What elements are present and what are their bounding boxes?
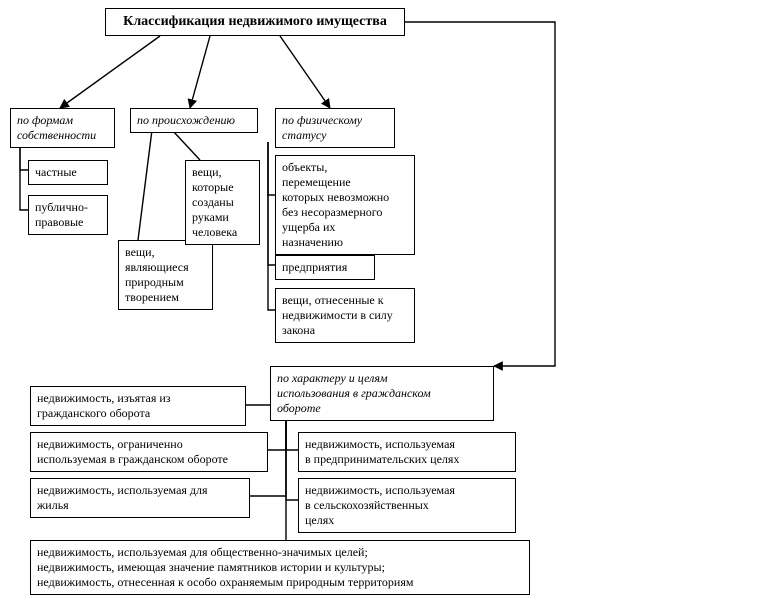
node-b3i2: предприятия (275, 255, 375, 280)
node-b2i2: вещи, которые созданы руками человека (185, 160, 260, 245)
node-b4: по характеру и целям использования в гра… (270, 366, 494, 421)
node-b4l3: недвижимость, используемая для жилья (30, 478, 250, 518)
node-b4b1: недвижимость, используемая для обществен… (30, 540, 530, 595)
diagram-stage: Классификация недвижимого имущества по фо… (0, 0, 768, 614)
node-b1i2: публично- правовые (28, 195, 108, 235)
node-b1: по формам собственности (10, 108, 115, 148)
node-b2i1: вещи, являющиеся природным творением (118, 240, 213, 310)
node-b2: по происхождению (130, 108, 258, 133)
node-b3i1: объекты, перемещение которых невозможно … (275, 155, 415, 255)
node-b3i3: вещи, отнесенные к недвижимости в силу з… (275, 288, 415, 343)
node-root: Классификация недвижимого имущества (105, 8, 405, 36)
node-b4r1: недвижимость, используемая в предпринима… (298, 432, 516, 472)
node-b4l2: недвижимость, ограниченно используемая в… (30, 432, 268, 472)
node-b4l1: недвижимость, изъятая из гражданского об… (30, 386, 246, 426)
node-b1i1: частные (28, 160, 108, 185)
node-b4r2: недвижимость, используемая в сельскохозя… (298, 478, 516, 533)
node-b3: по физическому статусу (275, 108, 395, 148)
